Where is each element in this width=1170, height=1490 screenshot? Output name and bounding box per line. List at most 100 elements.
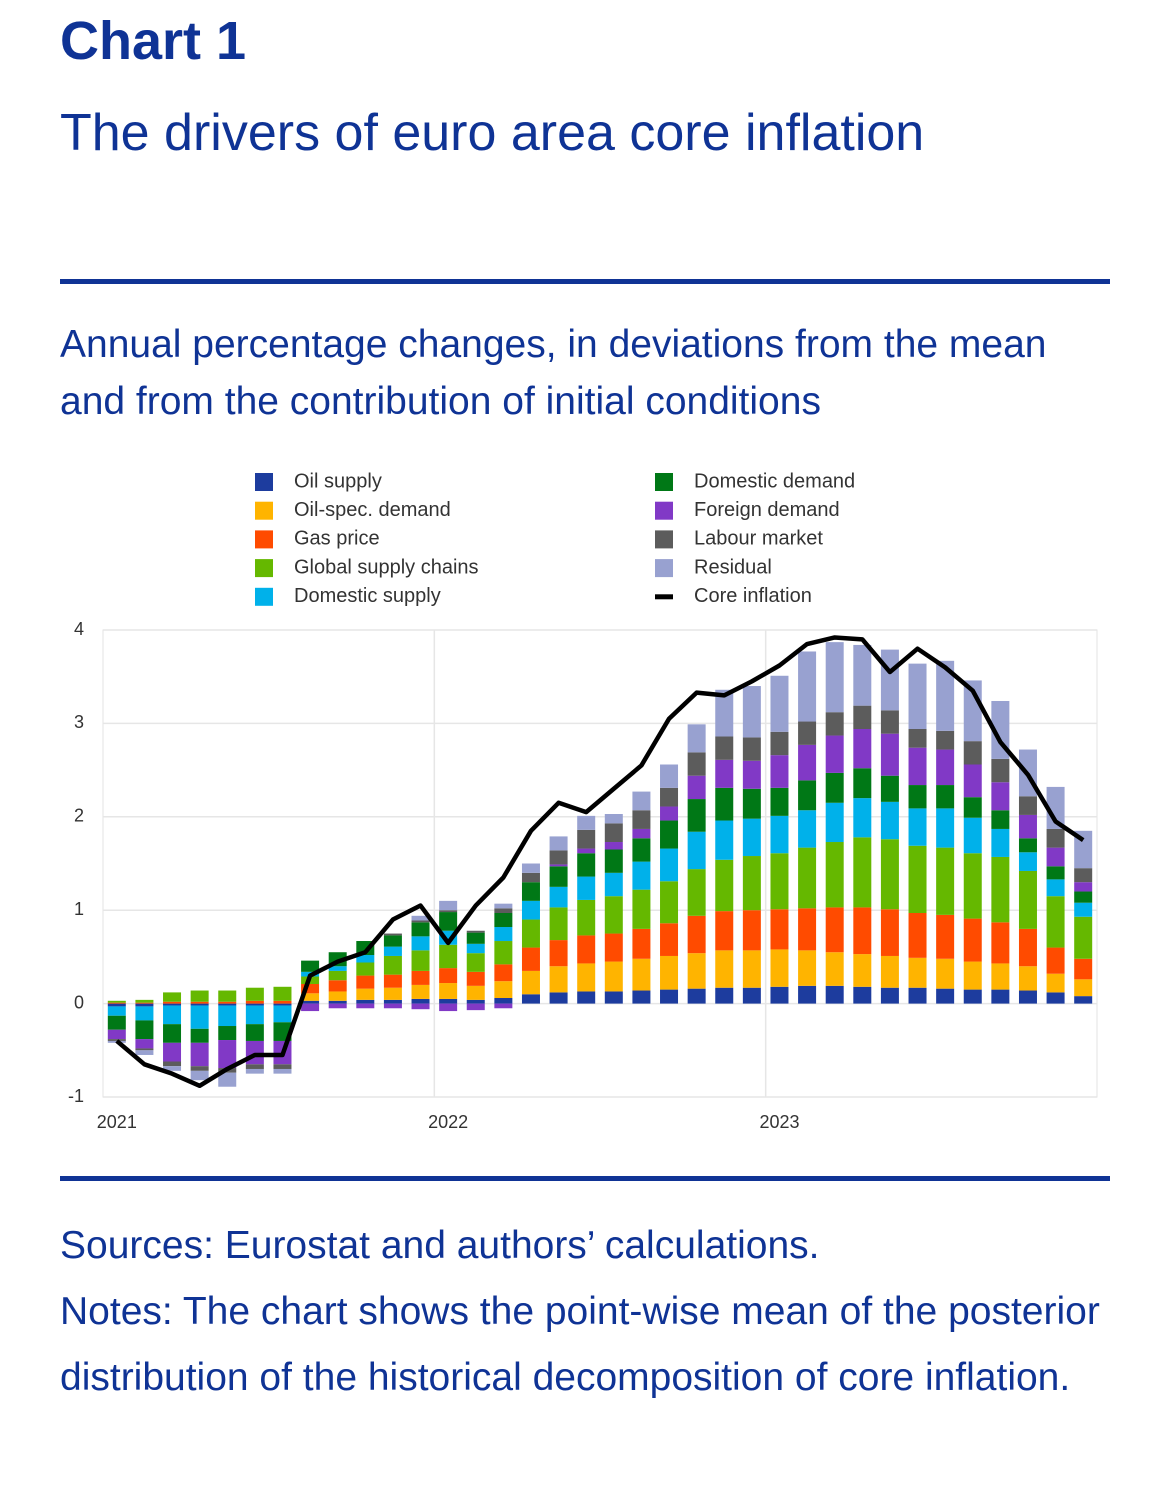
bar-segment <box>1018 966 1037 991</box>
bar-segment <box>687 953 706 989</box>
legend-swatch <box>255 501 273 520</box>
legend-label: Domestic supply <box>294 585 441 607</box>
bar-segment <box>991 782 1010 811</box>
bar-segment <box>466 932 485 944</box>
bar-segment <box>1046 947 1065 974</box>
bar-segment <box>963 961 982 990</box>
bar-segment <box>218 990 237 1002</box>
bar-segment <box>936 958 955 989</box>
bar-segment <box>742 818 761 857</box>
bar-segment <box>742 686 761 738</box>
bar-segment <box>218 1072 237 1087</box>
bar-segment <box>521 872 540 883</box>
bar-segment <box>853 798 872 838</box>
bar-segment <box>1018 870 1037 929</box>
bar-segment <box>908 957 927 988</box>
bar-segment <box>742 737 761 761</box>
bar-segment <box>660 955 679 990</box>
bar-segment <box>632 828 651 839</box>
bar-segment <box>107 1000 126 1003</box>
bar-segment <box>494 913 513 928</box>
bar-segment <box>715 987 734 1004</box>
bar-segment <box>853 705 872 730</box>
bar-segment <box>936 914 955 959</box>
x-tick-label: 2021 <box>97 1112 137 1132</box>
y-tick-label: 4 <box>74 619 84 639</box>
bar-segment <box>1018 796 1037 815</box>
bar-segment <box>632 990 651 1004</box>
bar-segment <box>577 853 596 877</box>
bar-segment <box>577 815 596 830</box>
bar-segment <box>936 730 955 750</box>
bar-segment <box>466 985 485 1000</box>
legend-label: Core inflation <box>694 585 812 607</box>
bar-segment <box>825 712 844 736</box>
bar-segment <box>742 910 761 951</box>
bar-segment <box>991 989 1010 1004</box>
bar-segment <box>190 1066 209 1071</box>
bar-segment <box>880 801 899 840</box>
bar-segment <box>936 660 955 731</box>
bar-segment <box>190 1028 209 1043</box>
bar-segment <box>549 836 568 851</box>
bar-segment <box>190 990 209 1002</box>
bar-segment <box>936 988 955 1004</box>
bar-segment <box>466 971 485 986</box>
bar-segment <box>549 992 568 1004</box>
bar-segment <box>660 848 679 882</box>
bar-segment <box>218 1001 237 1004</box>
legend-label: Oil-spec. demand <box>294 499 451 521</box>
bar-segment <box>604 933 623 962</box>
bar-segment <box>1018 838 1037 853</box>
bar-segment <box>825 907 844 953</box>
y-tick-label: -1 <box>68 1086 84 1106</box>
bar-segment <box>328 980 347 992</box>
bar-segment <box>383 955 402 975</box>
bar-segment <box>991 828 1010 857</box>
chart-title: The drivers of euro area core inflation <box>60 104 925 162</box>
bar-segment <box>383 987 402 1000</box>
bar-segment <box>356 999 375 1004</box>
bar-segment <box>135 1006 154 1021</box>
bar-segment <box>1074 996 1093 1004</box>
bar-segment <box>908 808 927 846</box>
bar-segment <box>1046 973 1065 993</box>
bar-segment <box>190 1042 209 1067</box>
bar-segment <box>328 1000 347 1004</box>
legend-label: Gas price <box>294 528 380 550</box>
bar-segment <box>825 642 844 713</box>
bar-segment <box>715 911 734 951</box>
bar-segment <box>163 1061 182 1067</box>
bar-segment <box>301 983 320 994</box>
bar-segment <box>715 950 734 988</box>
bar-segment <box>1018 814 1037 839</box>
bar-segment <box>273 1000 292 1004</box>
bar-segment <box>107 1029 126 1040</box>
bar-segment <box>245 1024 264 1041</box>
bar-segment <box>770 986 789 1004</box>
bar-segment <box>963 853 982 919</box>
sources: Sources: Eurostat and authors’ calculati… <box>60 1224 820 1267</box>
bar-segment <box>715 859 734 912</box>
bar-segment <box>687 831 706 870</box>
bar-segment <box>163 1003 182 1006</box>
bar-segment <box>991 856 1010 923</box>
bar-segment <box>1046 992 1065 1004</box>
bar-segment <box>715 759 734 788</box>
bar-segment <box>163 1042 182 1062</box>
bar-segment <box>963 918 982 962</box>
bar-segment <box>770 675 789 732</box>
y-tick-label: 1 <box>74 899 84 919</box>
bar-segment <box>687 988 706 1004</box>
bar-segment <box>853 644 872 706</box>
bar-segment <box>770 909 789 950</box>
bar-segment <box>715 820 734 860</box>
bar-segment <box>742 987 761 1004</box>
bar-segment <box>521 882 540 901</box>
bar-segment <box>549 886 568 908</box>
bar-segment <box>687 799 706 832</box>
bar-segment <box>1046 866 1065 880</box>
bar-segment <box>1018 928 1037 967</box>
legend-label: Oil supply <box>294 470 382 492</box>
